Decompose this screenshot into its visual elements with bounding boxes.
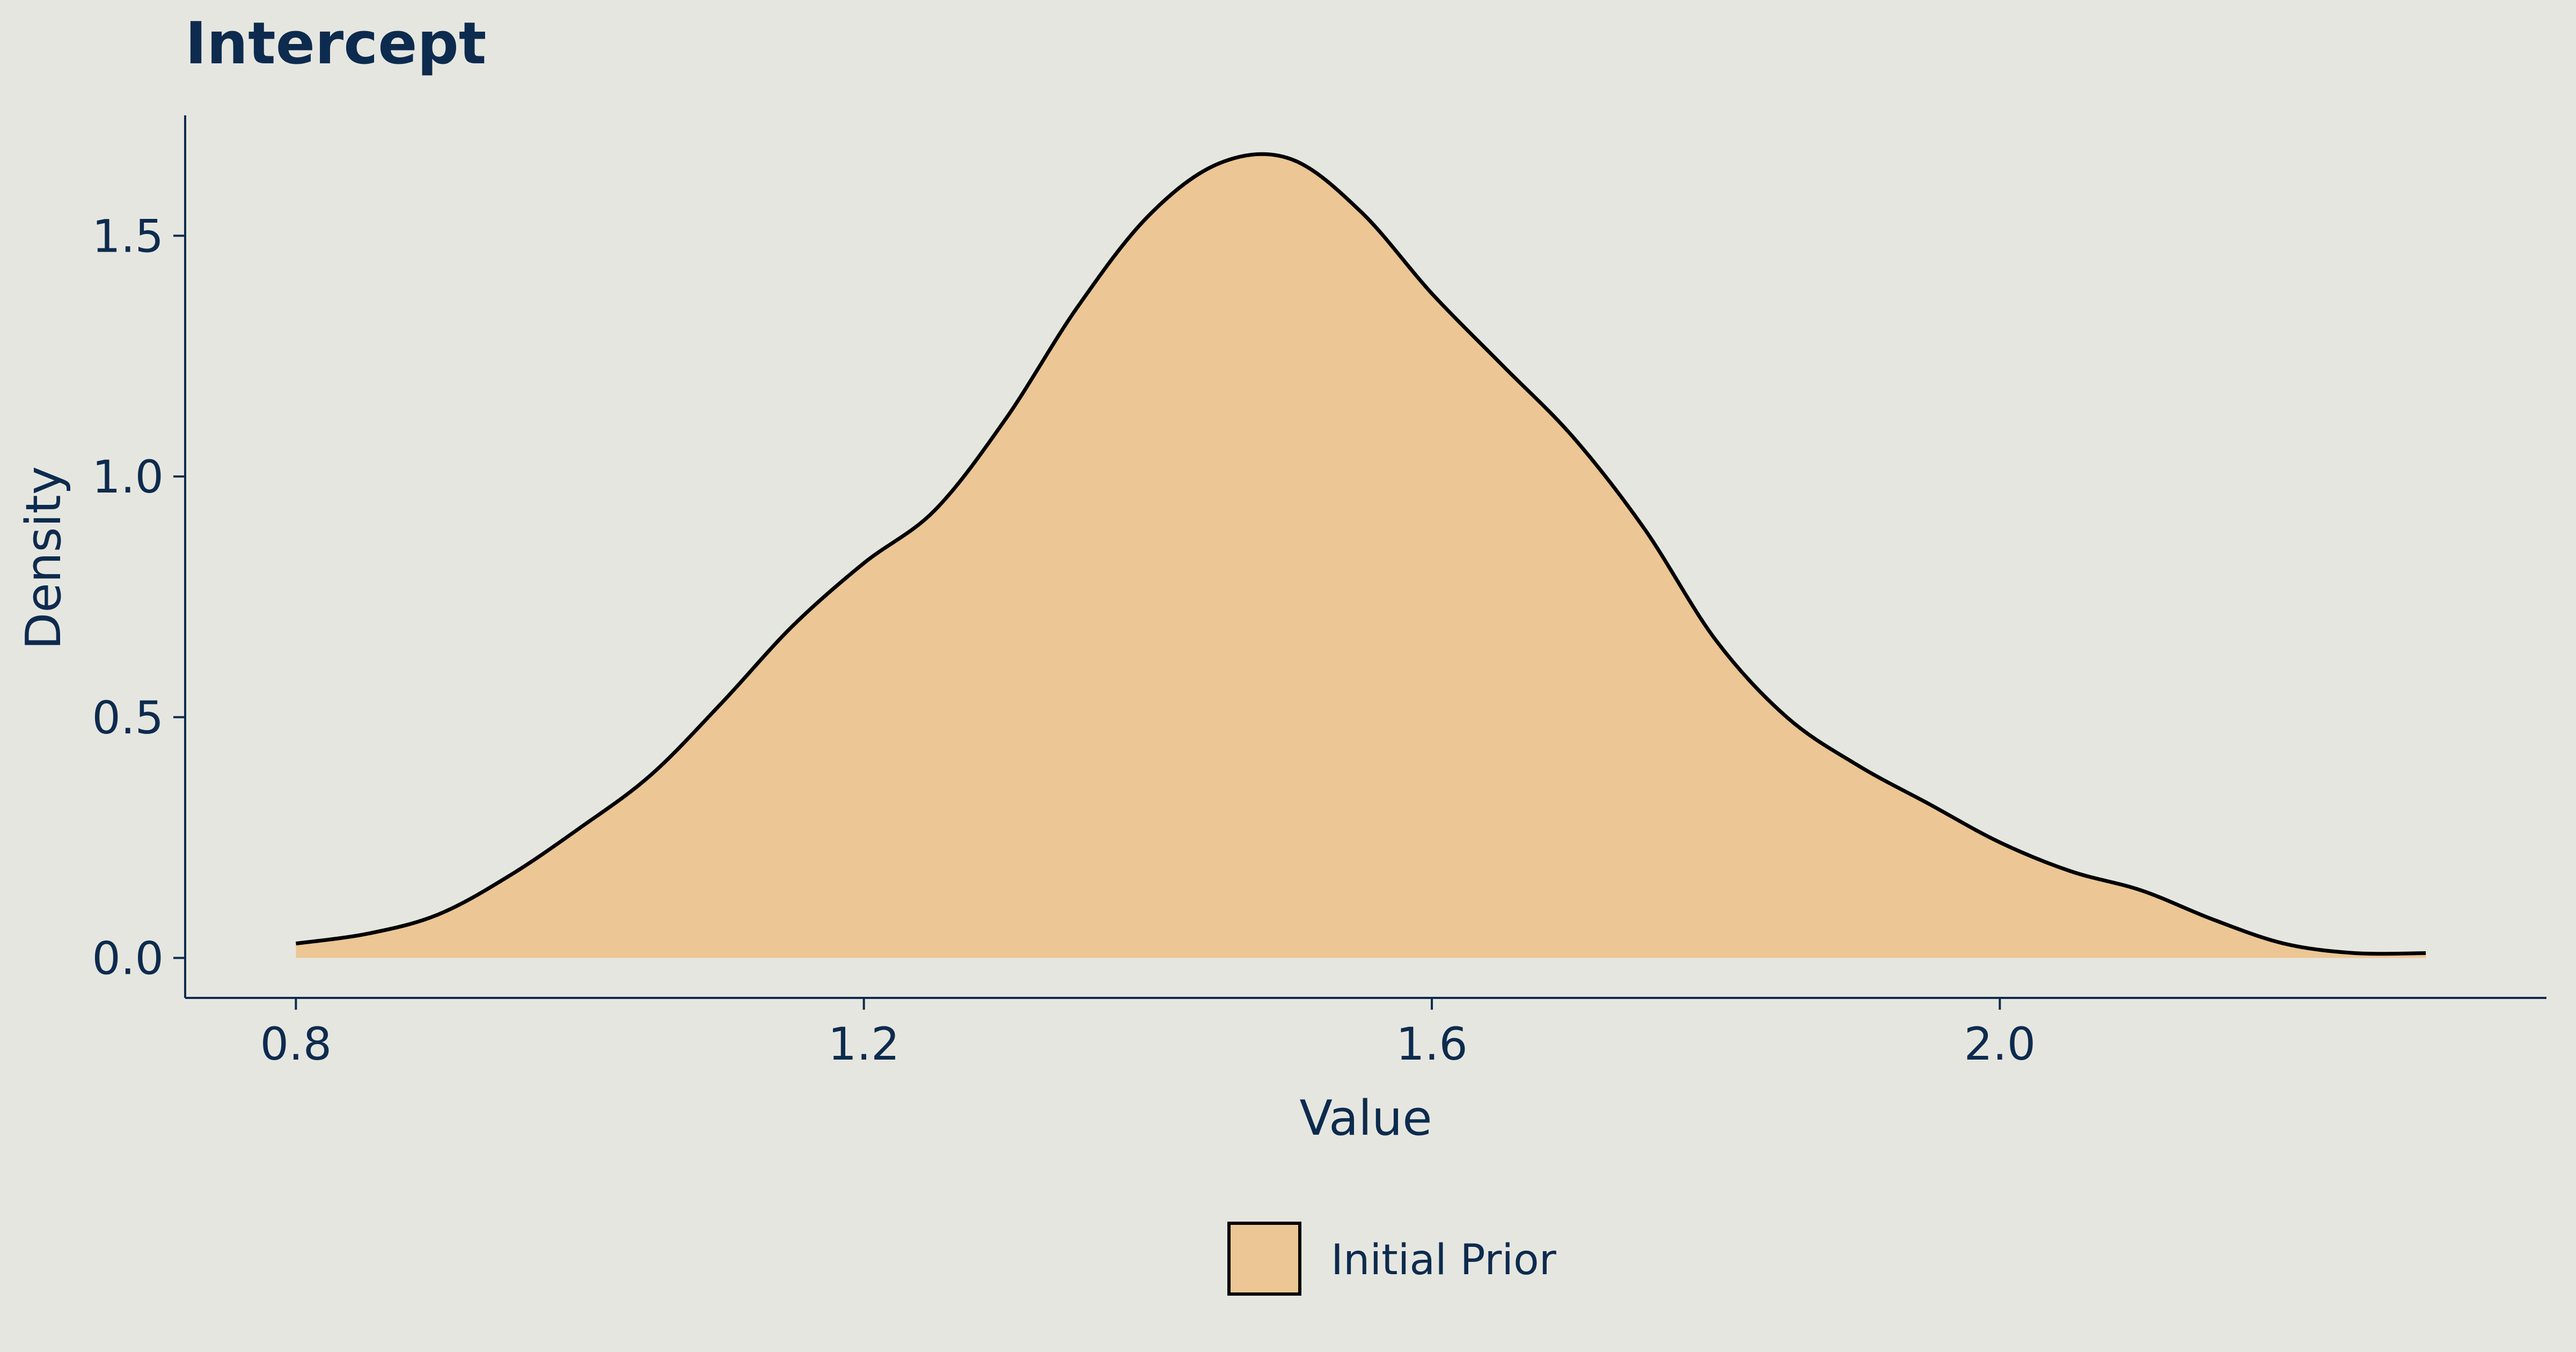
legend: Initial Prior	[1227, 1222, 1557, 1296]
x-axis-label: Value	[1299, 1090, 1432, 1147]
legend-key-initial-prior	[1227, 1222, 1301, 1296]
y-tick-label: 1.0	[92, 451, 164, 503]
plot-area	[295, 152, 2426, 958]
y-axis-label: Density	[16, 466, 72, 650]
x-tick-label: 2.0	[1964, 1018, 2036, 1070]
y-tick-label: 0.0	[92, 932, 164, 985]
y-tick-label: 0.5	[92, 692, 164, 744]
x-axis-ticks: 0.8 1.2 1.6 2.0	[260, 998, 2036, 1070]
x-tick-label: 0.8	[260, 1018, 332, 1070]
y-tick-label: 1.5	[92, 210, 164, 262]
y-axis-ticks: 0.0 0.5 1.0 1.5	[92, 210, 185, 985]
density-area-fill	[296, 154, 2426, 958]
legend-label-initial-prior: Initial Prior	[1331, 1236, 1557, 1284]
x-tick-label: 1.6	[1396, 1018, 1468, 1070]
density-curve-line	[295, 152, 2426, 956]
x-tick-label: 1.2	[828, 1018, 900, 1070]
chart-title: Intercept	[185, 10, 486, 77]
